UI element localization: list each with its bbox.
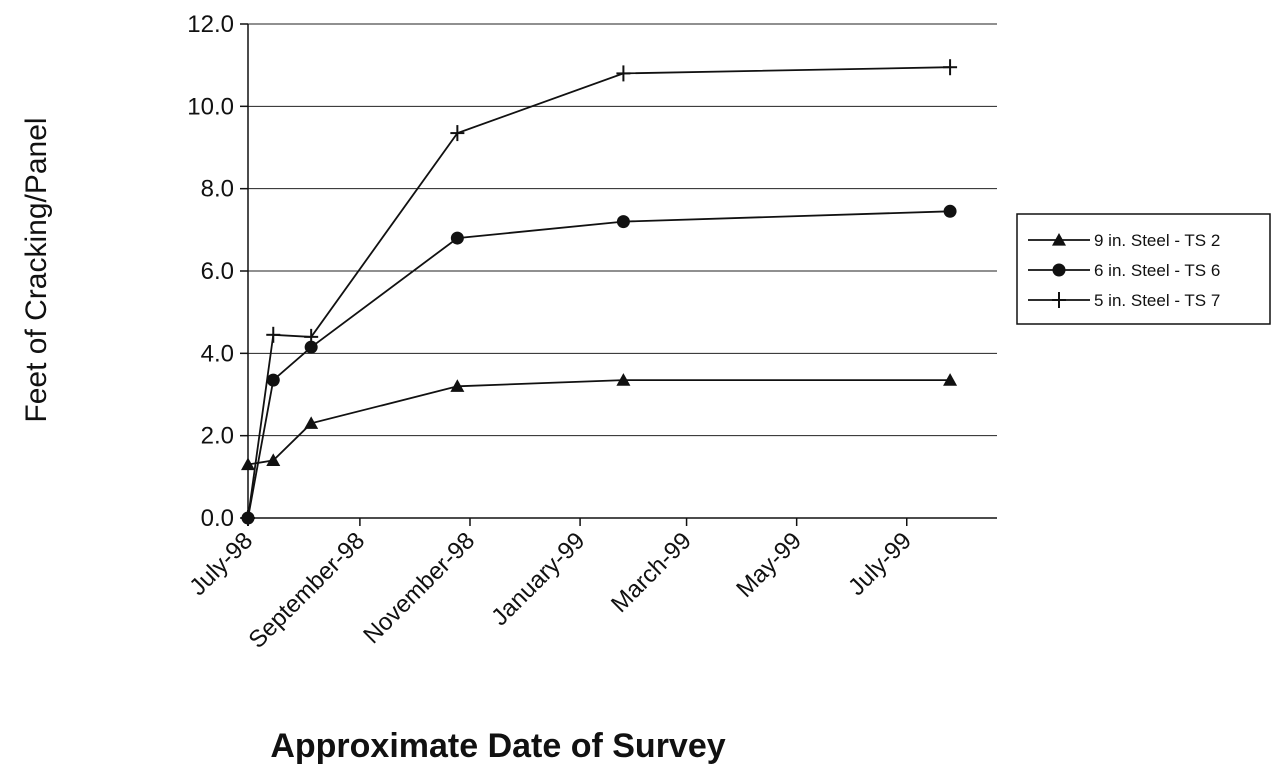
- data-point-plus: [241, 510, 255, 526]
- x-tick-label: July-99: [843, 527, 917, 601]
- data-point-plus: [304, 328, 319, 345]
- y-tick-labels: 0.0 2.0 4.0 6.0 8.0 10.0 12.0: [187, 11, 234, 532]
- data-point-circle: [304, 340, 318, 354]
- data-point-triangle: [304, 416, 319, 429]
- y-tick-label: 4.0: [201, 340, 234, 367]
- data-point-circle: [266, 373, 280, 387]
- legend-label: 9 in. Steel - TS 2: [1094, 231, 1220, 250]
- x-tick-label: May-99: [731, 527, 807, 603]
- series-line-2: [247, 210, 951, 519]
- x-tick-label: November-98: [358, 527, 480, 649]
- data-point-triangle: [241, 457, 255, 471]
- data-point-plus: [266, 326, 281, 343]
- x-tick-label: January-99: [486, 527, 590, 631]
- data-point-circle: [450, 231, 464, 245]
- data-point-plus: [616, 65, 631, 82]
- axes: [240, 23, 997, 526]
- grid-lines: [248, 23, 997, 437]
- series-line-1: [247, 379, 951, 466]
- series-line-3: [247, 66, 951, 519]
- legend-marker-circle: [1052, 263, 1066, 277]
- y-tick-label: 12.0: [187, 11, 234, 38]
- legend-marker-plus: [1052, 292, 1066, 308]
- y-tick-label: 0.0: [201, 505, 234, 532]
- y-tick-label: 6.0: [201, 258, 234, 285]
- data-point-plus: [943, 59, 958, 76]
- x-tick-label: March-99: [606, 527, 697, 618]
- data-point-triangle: [266, 453, 281, 466]
- x-tick-label: September-98: [244, 527, 371, 654]
- data-point-circle: [943, 204, 957, 218]
- y-tick-label: 8.0: [201, 176, 234, 203]
- y-tick-label: 2.0: [201, 423, 234, 450]
- data-point-plus: [450, 125, 465, 142]
- legend-marker-triangle: [1052, 233, 1066, 246]
- legend-label: 6 in. Steel - TS 6: [1094, 261, 1220, 280]
- data-point-triangle: [943, 373, 958, 386]
- y-tick-label: 10.0: [187, 93, 234, 120]
- y-axis-title: Feet of Cracking/Panel: [20, 117, 53, 422]
- x-axis-title: Approximate Date of Survey: [270, 727, 725, 765]
- data-point-circle: [616, 215, 630, 229]
- legend: 9 in. Steel - TS 2 6 in. Steel - TS 6 5 in…: [1016, 213, 1271, 325]
- legend-label: 5 in. Steel - TS 7: [1094, 291, 1220, 310]
- x-tick-label: July-98: [184, 527, 258, 601]
- series-lines: [241, 59, 958, 526]
- data-point-triangle: [616, 373, 631, 386]
- data-point-triangle: [450, 379, 465, 392]
